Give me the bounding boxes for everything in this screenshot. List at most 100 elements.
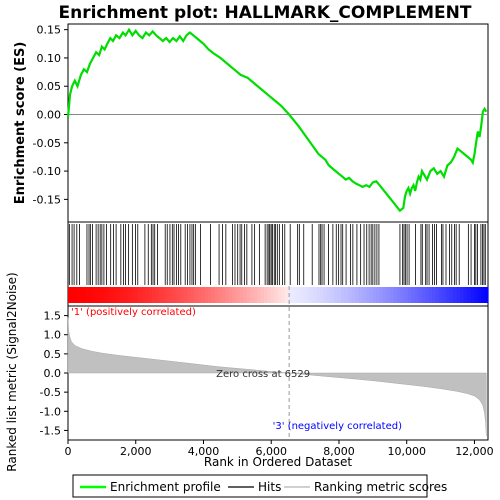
legend-enrichment-label: Enrichment profile [110, 480, 221, 494]
rank-color-bar [68, 287, 489, 303]
color-bar-segment [131, 287, 136, 303]
color-bar-segment [418, 287, 423, 303]
color-bar-segment [484, 287, 489, 303]
color-bar-segment [71, 287, 76, 303]
color-bar-segment [68, 287, 73, 303]
color-bar-segment [404, 287, 409, 303]
metric-y-axis-label: Ranked list metric (Signal2Noise) [5, 272, 19, 471]
color-bar-segment [211, 287, 216, 303]
color-bar-segment [407, 287, 412, 303]
color-bar-segment [159, 287, 164, 303]
color-bar-segment [271, 287, 276, 303]
color-bar-segment [362, 287, 367, 303]
color-bar-segment [414, 287, 419, 303]
color-bar-segment [428, 287, 433, 303]
color-bar-segment [82, 287, 87, 303]
color-bar-segment [351, 287, 356, 303]
color-bar-segment [166, 287, 171, 303]
color-bar-segment [323, 287, 328, 303]
es-y-tick-label: 0.00 [37, 109, 62, 122]
color-bar-segment [397, 287, 402, 303]
es-y-tick-label: 0.10 [37, 52, 62, 65]
color-bar-segment [390, 287, 395, 303]
color-bar-segment [169, 287, 174, 303]
color-bar-segment [355, 287, 360, 303]
color-bar-segment [225, 287, 230, 303]
metric-y-tick-label: 1.5 [44, 310, 62, 323]
color-bar-segment [449, 287, 454, 303]
color-bar-segment [281, 287, 286, 303]
color-bar-segment [372, 287, 377, 303]
color-bar-segment [264, 287, 269, 303]
color-bar-segment [302, 287, 307, 303]
color-bar-segment [313, 287, 318, 303]
color-bar-segment [383, 287, 388, 303]
color-bar-segment [425, 287, 430, 303]
color-bar-segment [348, 287, 353, 303]
legend-hits-label: Hits [258, 480, 281, 494]
color-bar-segment [309, 287, 314, 303]
color-bar-segment [138, 287, 143, 303]
color-bar-segment [89, 287, 94, 303]
color-bar-segment [103, 287, 108, 303]
es-y-ticks: -0.15 -0.10 -0.05 0.00 0.05 0.10 0.15 [33, 24, 68, 206]
metric-y-tick-label: -1.5 [40, 424, 61, 437]
color-bar-segment [229, 287, 234, 303]
color-bar-segment [288, 287, 293, 303]
color-bar-segment [204, 287, 209, 303]
color-bar-segment [232, 287, 237, 303]
color-bar-segment [481, 287, 486, 303]
legend-box [72, 474, 428, 498]
x-tick-label: 2,000 [120, 445, 152, 458]
color-bar-segment [215, 287, 220, 303]
color-bar-segment [222, 287, 227, 303]
color-bar-segment [96, 287, 101, 303]
color-bar-segment [299, 287, 304, 303]
color-bar-segment [127, 287, 132, 303]
color-bar-segment [295, 287, 300, 303]
color-bar-segment [75, 287, 80, 303]
color-bar-segment [78, 287, 83, 303]
es-y-axis-label: Enrichment score (ES) [13, 42, 28, 205]
zero-cross-label: Zero cross at 6529 [216, 369, 310, 380]
es-y-tick-label: -0.10 [33, 165, 61, 178]
color-bar-segment [432, 287, 437, 303]
color-bar-segment [386, 287, 391, 303]
color-bar-segment [134, 287, 139, 303]
color-bar-segment [253, 287, 258, 303]
x-axis-label: Rank in Ordered Dataset [204, 455, 352, 469]
color-bar-segment [435, 287, 440, 303]
color-bar-segment [120, 287, 125, 303]
es-y-tick-label: -0.15 [33, 193, 61, 206]
color-bar-segment [274, 287, 279, 303]
color-bar-segment [106, 287, 111, 303]
color-bar-segment [460, 287, 465, 303]
metric-y-tick-label: 1.0 [44, 329, 62, 342]
es-y-tick-label: 0.15 [37, 24, 62, 37]
color-bar-segment [278, 287, 283, 303]
x-tick-label: 6,000 [255, 445, 287, 458]
color-bar-segment [155, 287, 160, 303]
x-tick-label: 12,000 [455, 445, 494, 458]
color-bar-segment [246, 287, 251, 303]
x-tick-label: 8,000 [323, 445, 355, 458]
color-bar-segment [393, 287, 398, 303]
color-bar-segment [197, 287, 202, 303]
color-bar-segment [411, 287, 416, 303]
color-bar-segment [365, 287, 370, 303]
color-bar-segment [85, 287, 90, 303]
color-bar-segment [99, 287, 104, 303]
color-bar-segment [376, 287, 381, 303]
color-bar-segment [141, 287, 146, 303]
color-bar-segment [187, 287, 192, 303]
color-bar-segment [194, 287, 199, 303]
color-bar-segment [162, 287, 167, 303]
color-bar-segment [456, 287, 461, 303]
enrichment-profile-line [66, 27, 488, 213]
metric-y-ticks: -1.5 -1.0 -0.5 0.0 0.5 1.0 1.5 [40, 310, 68, 437]
metric-y-tick-label: -0.5 [40, 386, 61, 399]
color-bar-segment [148, 287, 153, 303]
color-bar-segment [243, 287, 248, 303]
